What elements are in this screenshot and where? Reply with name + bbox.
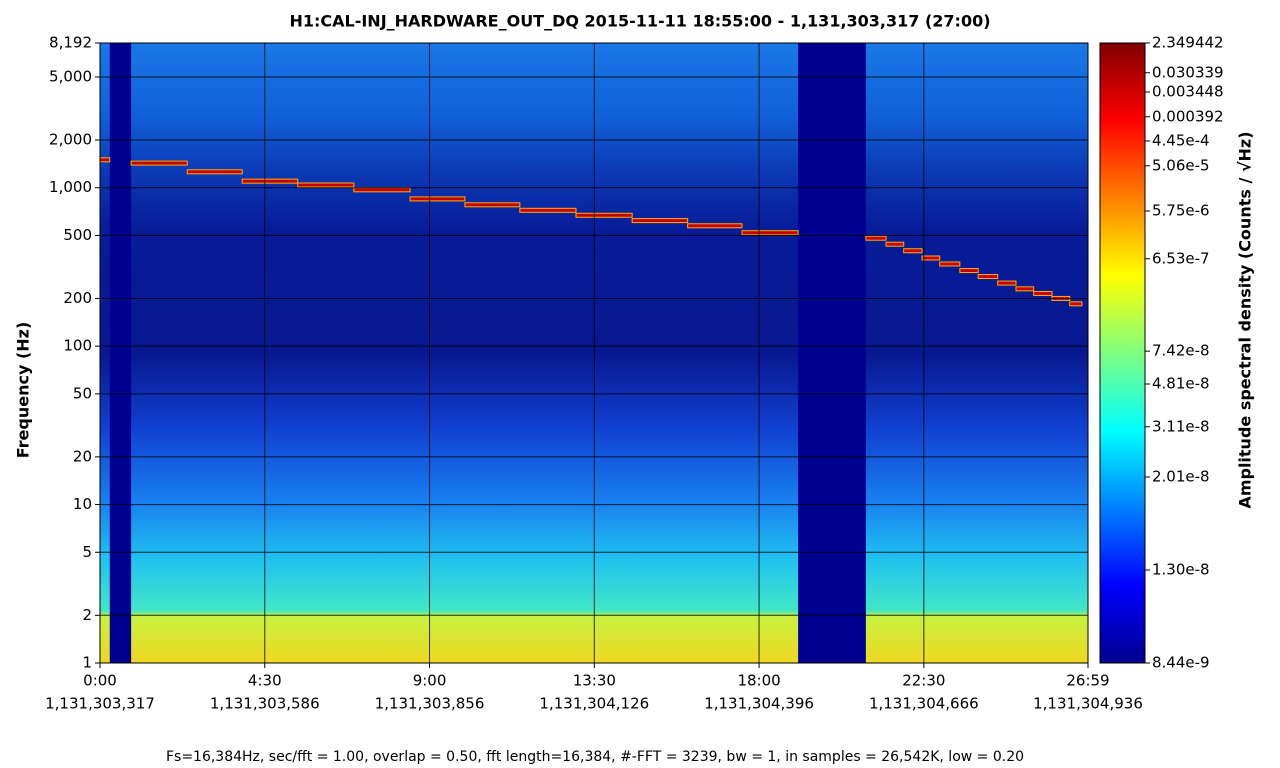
x-tick-label: 18:00	[737, 672, 780, 690]
y-tick-label: 2	[82, 606, 92, 624]
tone-segment	[903, 248, 923, 254]
plot-frame	[99, 42, 1089, 664]
tone-segment	[1015, 286, 1035, 292]
chart-title: H1:CAL-INJ_HARDWARE_OUT_DQ 2015-11-11 18…	[289, 12, 990, 31]
y-tick-label: 5	[82, 543, 92, 561]
tone-segment	[130, 160, 188, 166]
tone-segment	[241, 178, 299, 184]
x-tick-label: 0:00	[83, 672, 117, 690]
tone-segment	[1069, 301, 1083, 307]
tone-segment	[741, 230, 799, 236]
y-tick-label: 100	[63, 337, 92, 355]
tone-segment	[997, 280, 1017, 286]
colorbar-tick-label: 7.42e-8	[1152, 342, 1210, 360]
tone-segment	[297, 182, 355, 188]
colorbar-tick-label: 4.81e-8	[1152, 375, 1210, 393]
x-tick-sublabel: 1,131,303,856	[375, 695, 485, 713]
y-tick-label: 50	[73, 384, 92, 402]
y-tick-label: 8,192	[49, 34, 92, 52]
tone-segment	[99, 157, 111, 163]
colorbar-tick-label: 0.000392	[1152, 107, 1224, 125]
tone-segment	[885, 241, 905, 247]
tone-segment	[409, 196, 466, 202]
x-tick-label: 22:30	[902, 672, 945, 690]
colorbar-tick-label: 5.75e-6	[1152, 202, 1210, 220]
y-axis-label: Frequency (Hz)	[14, 322, 33, 459]
x-tick-label: 4:30	[248, 672, 282, 690]
x-tick-label: 13:30	[573, 672, 616, 690]
colorbar-tick-label: 5.06e-5	[1152, 156, 1210, 174]
tone-segment	[519, 207, 577, 213]
colorbar-tick-label: 0.030339	[1152, 63, 1224, 81]
colorbar-tick-label: 1.30e-8	[1152, 561, 1210, 579]
tone-segment	[464, 202, 521, 208]
plot-area	[99, 43, 1083, 663]
colorbar-tick-label: 3.11e-8	[1152, 417, 1210, 435]
tone-segment	[939, 261, 961, 267]
tone-segment	[186, 169, 243, 175]
tone-segment	[687, 223, 743, 229]
tone-segment	[353, 187, 411, 193]
data-gap	[798, 43, 866, 663]
colorbar-tick-label: 0.003448	[1152, 82, 1224, 100]
x-tick-sublabel: 1,131,304,936	[1033, 695, 1143, 713]
x-tick-sublabel: 1,131,304,666	[869, 695, 979, 713]
x-tick-sublabel: 1,131,303,317	[45, 695, 155, 713]
tone-segment	[959, 268, 979, 274]
tone-segment	[575, 212, 633, 218]
colorbar-tick-label: 2.349442	[1152, 34, 1224, 52]
y-tick-label: 1,000	[49, 178, 92, 196]
tone-segment	[977, 274, 999, 280]
colorbar-tick-label: 4.45e-4	[1152, 131, 1210, 149]
x-tick-label: 26:59	[1066, 672, 1109, 690]
x-tick-label: 9:00	[413, 672, 447, 690]
colorbar-tick-label: 6.53e-7	[1152, 249, 1210, 267]
y-tick-label: 5,000	[49, 67, 92, 85]
colorbar-label: Amplitude spectral density (Counts / √Hz…	[1236, 131, 1255, 508]
x-tick-sublabel: 1,131,304,396	[704, 695, 814, 713]
x-tick-sublabel: 1,131,303,586	[210, 695, 320, 713]
y-tick-label: 2,000	[49, 131, 92, 149]
tone-segment	[1033, 290, 1053, 296]
colorbar-tick-label: 8.44e-9	[1152, 654, 1210, 672]
y-tick-label: 10	[73, 495, 92, 513]
tone-segment	[631, 218, 689, 224]
y-tick-label: 200	[63, 289, 92, 307]
footer: Fs=16,384Hz, sec/fft = 1.00, overlap = 0…	[166, 749, 1024, 765]
data-gap	[109, 43, 132, 663]
y-tick-label: 20	[73, 447, 92, 465]
x-tick-sublabel: 1,131,304,126	[539, 695, 649, 713]
colorbar	[1099, 42, 1146, 664]
y-tick-label: 1	[82, 654, 92, 672]
colorbar-tick-label: 2.01e-8	[1152, 468, 1210, 486]
tone-segment	[921, 255, 941, 261]
tone-segment	[865, 235, 887, 241]
y-tick-label: 500	[63, 226, 92, 244]
